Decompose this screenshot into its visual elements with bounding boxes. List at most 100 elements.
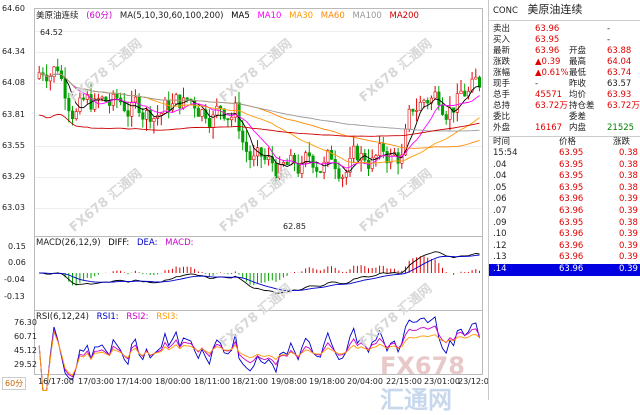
symbol-title: 美原油连续 <box>36 11 79 21</box>
trade-row[interactable]: .13 63.96 0.39 <box>489 252 640 264</box>
quote-row: 涨幅 ▲0.61% 最低 63.74 <box>489 68 640 79</box>
quote-label: 涨幅 <box>493 68 511 78</box>
candle-body <box>311 155 315 168</box>
trade-price: 63.96 <box>559 252 584 263</box>
rsi-tick: 76.30 <box>14 318 37 327</box>
ma200-legend: MA200 <box>389 11 419 21</box>
trade-row[interactable]: .05 63.95 0.38 <box>489 183 640 195</box>
trade-time: .07 <box>493 205 507 216</box>
trades-price-header: 价格 <box>559 137 577 147</box>
price-tick: 63.29 <box>2 172 25 181</box>
trade-row[interactable]: .14 63.96 0.39 <box>489 263 640 276</box>
quote-label: 总持 <box>493 101 511 111</box>
quote-label: 买入 <box>493 35 511 45</box>
trades-time-header: 时间 <box>493 137 511 147</box>
trade-price: 63.96 <box>559 229 584 240</box>
chart-canvas[interactable] <box>0 0 488 400</box>
trade-change: 0.39 <box>619 240 638 251</box>
period-label: (60分) <box>86 11 113 21</box>
quote-row: 涨跌 ▲0.39 最高 64.04 <box>489 57 640 68</box>
candle-body <box>326 149 330 163</box>
candle-body <box>185 97 189 100</box>
trade-time: .12 <box>493 240 507 251</box>
chart-area[interactable]: 美原油连续 (60分) MA(5,10,30,60,100,200) MA5 M… <box>0 0 494 414</box>
rsi-title: RSI(6,12,24) <box>36 312 89 322</box>
candle-body <box>455 93 459 113</box>
period-button[interactable]: 60分 <box>2 377 27 390</box>
candle-body <box>341 176 345 179</box>
candle-body <box>381 143 385 152</box>
candle-body <box>230 116 234 121</box>
candle-body <box>178 94 182 109</box>
trade-price: 63.95 <box>559 148 584 158</box>
candle-body <box>477 76 482 88</box>
candle-body <box>396 152 400 164</box>
quote-label: 最低 <box>569 68 587 78</box>
time-tick: 20/04:00 <box>347 377 383 386</box>
quote-label: 委比 <box>493 112 511 122</box>
candle-body <box>78 97 82 112</box>
trade-change: 0.39 <box>619 229 638 240</box>
candle-body <box>411 108 415 112</box>
price-tick: 64.34 <box>2 47 25 56</box>
quote-label: 涨跌 <box>493 57 511 67</box>
quote-label: 卖出 <box>493 24 511 34</box>
candle-body <box>459 90 463 95</box>
trade-time: .04 <box>493 171 507 182</box>
candle-body <box>285 162 289 166</box>
candle-body <box>348 158 352 173</box>
rsi-tick: 29.52 <box>14 360 37 369</box>
rsi2-line <box>38 325 480 391</box>
trade-price: 63.95 <box>559 217 584 228</box>
trades-list[interactable]: 15:54 63.95 0.38.04 63.95 0.38.04 63.95 0.38.0… <box>489 148 640 276</box>
trade-change: 0.39 <box>619 194 638 205</box>
quote-value: 63.95 <box>535 35 560 45</box>
candle-body <box>244 141 248 152</box>
candle-body <box>470 78 474 92</box>
trade-row[interactable]: .06 63.96 0.39 <box>489 194 640 206</box>
trade-row[interactable]: .07 63.96 0.39 <box>489 206 640 218</box>
candle-body <box>422 100 426 103</box>
price-tick: 63.81 <box>2 110 25 119</box>
quote-value: 21525 <box>607 123 635 133</box>
trade-change: 0.39 <box>619 205 638 216</box>
candle-body <box>418 102 422 111</box>
trade-row[interactable]: .04 63.95 0.38 <box>489 171 640 183</box>
candle-body <box>252 155 256 161</box>
candle-body <box>318 171 323 173</box>
quote-label: 持仓差 <box>569 101 595 111</box>
candle-body <box>204 109 208 119</box>
trade-row[interactable]: 15:54 63.95 0.38 <box>489 148 640 160</box>
trade-row[interactable]: .04 63.95 0.38 <box>489 160 640 172</box>
candle-body <box>196 107 200 117</box>
candle-body <box>333 159 337 170</box>
candle-body <box>267 156 271 160</box>
candle-body <box>400 154 404 164</box>
trade-row[interactable]: .10 63.96 0.39 <box>489 229 640 241</box>
candle-body <box>219 105 223 110</box>
trade-row[interactable]: .09 63.95 0.38 <box>489 218 640 230</box>
time-tick: 18/11:00 <box>194 377 230 386</box>
candle-body <box>226 118 230 121</box>
trade-price: 63.96 <box>559 263 584 274</box>
time-tick: 17/14:00 <box>116 377 152 386</box>
candle-body <box>448 107 452 120</box>
trade-row[interactable]: .12 63.96 0.39 <box>489 241 640 253</box>
trade-price: 63.96 <box>559 194 584 205</box>
time-tick: 17/03:00 <box>78 377 114 386</box>
candle-body <box>263 155 267 160</box>
trade-time: .13 <box>493 252 507 263</box>
candle-body <box>385 151 389 164</box>
quote-label: 昨收 <box>569 79 587 89</box>
candle-body <box>304 152 308 164</box>
candle-body <box>289 154 293 166</box>
candle-body <box>100 96 104 99</box>
trade-price: 63.95 <box>559 171 584 182</box>
quote-label: 均价 <box>569 90 587 100</box>
candle-body <box>71 110 75 119</box>
trades-chg-header: 涨跌 <box>613 137 631 147</box>
candle-body <box>259 147 263 157</box>
quote-label: 现手 <box>493 79 511 89</box>
quote-label: 总手 <box>493 90 511 100</box>
candle-body <box>281 162 286 165</box>
